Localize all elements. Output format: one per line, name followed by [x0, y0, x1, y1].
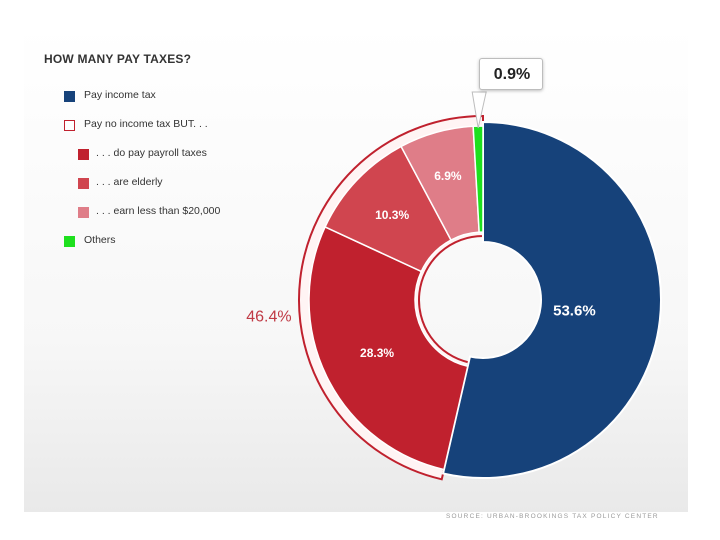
legend-label: Pay income tax [84, 89, 156, 101]
legend-label: Others [84, 234, 116, 246]
legend-swatch [78, 178, 89, 189]
callout-pointer [471, 91, 487, 129]
source-footer: SOURCE: URBAN-BROOKINGS TAX POLICY CENTE… [446, 513, 659, 520]
legend-label: . . . are elderly [96, 176, 163, 188]
label-pay-income-tax: 53.6% [553, 302, 596, 319]
legend-label: . . . earn less than $20,000 [96, 205, 221, 217]
group-total-label: 46.4% [246, 308, 291, 325]
slice-payroll-taxes [308, 225, 469, 471]
label-payroll-taxes: 28.3% [360, 346, 394, 360]
label-low-earners: 6.9% [434, 169, 462, 183]
legend-swatch [64, 236, 75, 247]
slice-pay-income-tax [441, 120, 662, 479]
label-elderly: 10.3% [375, 208, 409, 222]
legend-swatch [64, 91, 75, 102]
legend-swatch [64, 120, 75, 131]
legend-label: Pay no income tax BUT. . . [84, 118, 208, 130]
legend-label: . . . do pay payroll taxes [96, 147, 207, 159]
slice-others [472, 125, 484, 233]
legend-swatch [78, 207, 89, 218]
chart-title: HOW MANY PAY TAXES? [44, 52, 192, 66]
callout-box: 0.9% [479, 58, 543, 90]
legend-swatch [78, 149, 89, 160]
callout-label: 0.9% [493, 66, 531, 83]
